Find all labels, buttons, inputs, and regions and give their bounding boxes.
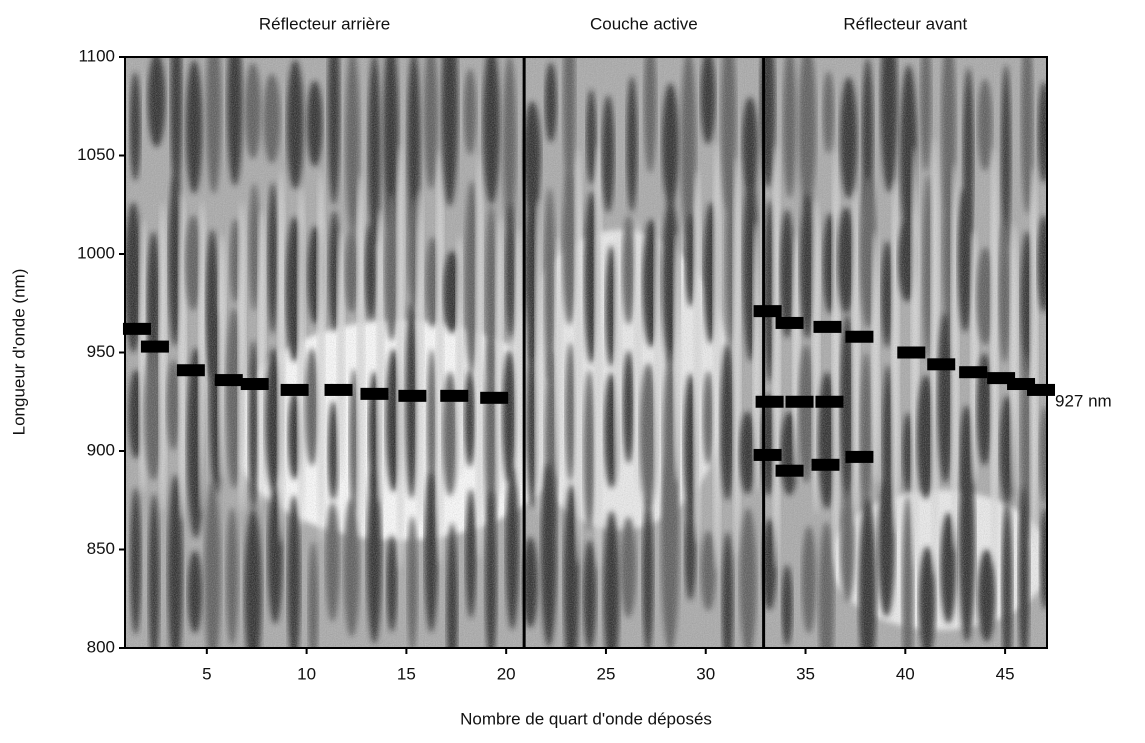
marker — [753, 448, 782, 461]
marker — [176, 364, 205, 377]
marker — [785, 395, 814, 408]
marker — [811, 458, 840, 471]
marker — [324, 383, 353, 396]
noise — [125, 57, 1047, 648]
marker — [440, 389, 469, 402]
marker — [1027, 383, 1056, 396]
marker — [753, 305, 782, 318]
marker — [959, 366, 988, 379]
marker — [398, 389, 427, 402]
marker — [140, 340, 169, 353]
x-tick-label: 45 — [996, 664, 1015, 683]
marker — [480, 391, 509, 404]
x-tick-label: 5 — [202, 664, 211, 683]
x-tick-label: 20 — [497, 664, 516, 683]
section-label: Couche active — [590, 14, 698, 33]
y-tick-label: 1050 — [77, 145, 115, 164]
x-tick-label: 30 — [696, 664, 715, 683]
image-background — [125, 57, 1058, 648]
marker — [813, 320, 842, 333]
x-tick-label: 40 — [896, 664, 915, 683]
marker — [897, 346, 926, 359]
x-tick-label: 15 — [397, 664, 416, 683]
marker — [122, 322, 151, 335]
y-tick-label: 1100 — [78, 46, 115, 65]
y-tick-label: 900 — [87, 440, 115, 459]
marker — [845, 330, 874, 343]
x-axis-label: Nombre de quart d'onde déposés — [460, 709, 712, 728]
marker — [214, 374, 243, 387]
marker — [845, 450, 874, 463]
marker — [775, 316, 804, 329]
y-tick-label: 950 — [87, 342, 115, 361]
x-tick-label: 10 — [297, 664, 316, 683]
marker — [280, 383, 309, 396]
y-tick-label: 1000 — [77, 243, 115, 262]
y-tick-label: 800 — [87, 637, 115, 656]
marker — [755, 395, 784, 408]
marker — [815, 395, 844, 408]
x-tick-label: 35 — [796, 664, 815, 683]
marker — [927, 358, 956, 371]
section-label: Réflecteur avant — [843, 14, 967, 33]
section-label: Réflecteur arrière — [259, 14, 390, 33]
marker — [775, 464, 804, 477]
y-axis-label: Longueur d'onde (nm) — [9, 269, 28, 436]
x-tick-label: 25 — [596, 664, 615, 683]
marker-label: 927 nm — [1055, 391, 1112, 410]
stripe-light — [1050, 184, 1058, 530]
y-tick-label: 850 — [87, 539, 115, 558]
marker — [360, 387, 389, 400]
marker — [240, 378, 269, 391]
